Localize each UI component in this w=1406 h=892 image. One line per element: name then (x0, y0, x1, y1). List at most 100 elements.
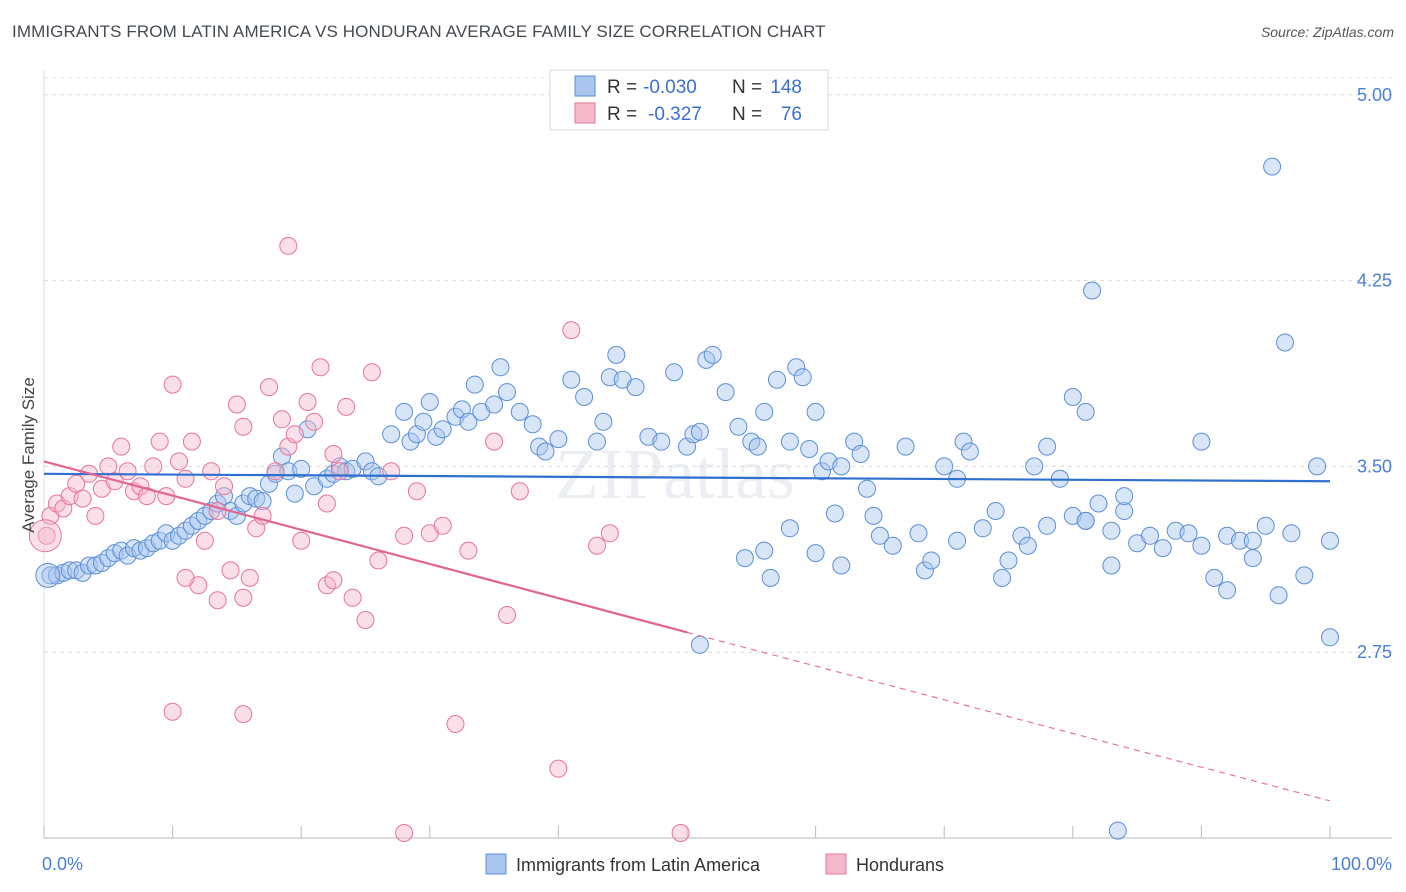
point-latin-america (1115, 502, 1134, 520)
y-tick-label: 3.50 (1357, 456, 1392, 476)
point-hondurans (588, 536, 606, 555)
point-latin-america (703, 345, 722, 364)
point-latin-america (883, 536, 902, 555)
point-latin-america (780, 432, 799, 451)
point-hondurans (292, 531, 311, 550)
point-hondurans (234, 705, 253, 724)
point-latin-america (215, 487, 233, 506)
point-latin-america (498, 383, 516, 402)
point-latin-america (1102, 556, 1121, 575)
point-hondurans (202, 462, 221, 481)
point-hondurans (266, 462, 285, 481)
point-hondurans (485, 432, 504, 451)
point-hondurans (337, 397, 356, 416)
point-hondurans (382, 462, 401, 481)
point-latin-america (35, 562, 61, 588)
point-latin-america (427, 427, 446, 446)
point-latin-america (999, 551, 1018, 570)
x-axis-ticks (43, 826, 1331, 838)
point-latin-america (948, 531, 967, 550)
point-latin-america (1089, 494, 1108, 513)
point-hondurans (234, 588, 253, 607)
point-latin-america (1063, 388, 1082, 406)
point-hondurans (433, 516, 452, 535)
point-latin-america (813, 462, 831, 481)
point-hondurans (562, 321, 581, 340)
point-hondurans (163, 375, 182, 394)
point-latin-america (594, 412, 613, 431)
point-latin-america (1263, 157, 1282, 176)
trend-line-latin-america (43, 472, 1331, 483)
point-latin-america (761, 568, 780, 587)
point-latin-america (935, 457, 954, 476)
point-latin-america (588, 432, 606, 451)
point-latin-america (401, 432, 420, 451)
point-latin-america (748, 437, 767, 456)
point-latin-america (1192, 536, 1211, 555)
point-latin-america (1321, 628, 1339, 647)
point-latin-america (729, 417, 748, 436)
point-latin-america (1282, 524, 1301, 543)
point-hondurans (73, 489, 92, 508)
point-latin-america (665, 363, 684, 382)
point-hondurans (330, 462, 349, 481)
point-hondurans (407, 482, 426, 501)
point-latin-america (607, 345, 626, 364)
point-latin-america (1179, 524, 1198, 543)
point-hondurans (279, 236, 298, 255)
point-latin-america (626, 378, 645, 397)
point-latin-america (716, 383, 735, 402)
point-hondurans (227, 395, 246, 414)
point-latin-america (832, 556, 851, 575)
point-latin-america (780, 519, 799, 538)
point-latin-america (973, 519, 992, 538)
point-hondurans (324, 445, 343, 463)
point-hondurans (600, 524, 619, 543)
point-hondurans (118, 462, 137, 481)
point-latin-america (825, 504, 844, 523)
point-hondurans (324, 571, 343, 590)
bottom-legend: Immigrants from Latin America Hondurans (485, 853, 944, 875)
watermark: ZIPatlas (555, 434, 795, 514)
point-latin-america (1038, 516, 1057, 535)
point-latin-america (485, 395, 504, 414)
point-hondurans (549, 759, 568, 778)
point-latin-america (960, 442, 979, 461)
point-hondurans (137, 487, 156, 506)
legend-n-label-1: N = (732, 77, 762, 98)
point-latin-america (793, 368, 812, 387)
point-latin-america (954, 432, 973, 451)
point-latin-america (1083, 281, 1102, 300)
point-latin-america (562, 370, 581, 389)
point-latin-america (1256, 516, 1275, 535)
point-latin-america (420, 393, 439, 411)
point-hondurans (37, 526, 56, 545)
point-latin-america (1141, 526, 1159, 545)
point-latin-america (356, 452, 375, 471)
point-hondurans (67, 474, 86, 493)
data-points (28, 157, 1339, 842)
point-hondurans (208, 591, 227, 610)
chart-title: IMMIGRANTS FROM LATIN AMERICA VS HONDURA… (12, 22, 826, 41)
point-latin-america (806, 544, 825, 563)
point-latin-america (755, 402, 774, 421)
point-latin-america (1038, 437, 1057, 456)
x-tick-label-min: 0.0% (42, 854, 83, 874)
point-latin-america (1076, 402, 1095, 421)
point-latin-america (150, 531, 169, 550)
point-hondurans (234, 417, 253, 436)
point-latin-america (652, 432, 671, 451)
point-hondurans (182, 432, 201, 451)
point-latin-america (1276, 333, 1294, 352)
point-hondurans (498, 606, 516, 624)
point-latin-america (909, 524, 928, 543)
point-hondurans (369, 551, 388, 570)
bottom-legend-label-2: Hondurans (856, 855, 944, 875)
point-latin-america (690, 635, 709, 654)
point-latin-america (465, 375, 484, 394)
point-latin-america (285, 484, 304, 503)
point-latin-america (1308, 457, 1327, 476)
point-latin-america (915, 561, 934, 580)
point-latin-america (536, 442, 555, 461)
legend-r-value-2: -0.327 (648, 104, 702, 125)
